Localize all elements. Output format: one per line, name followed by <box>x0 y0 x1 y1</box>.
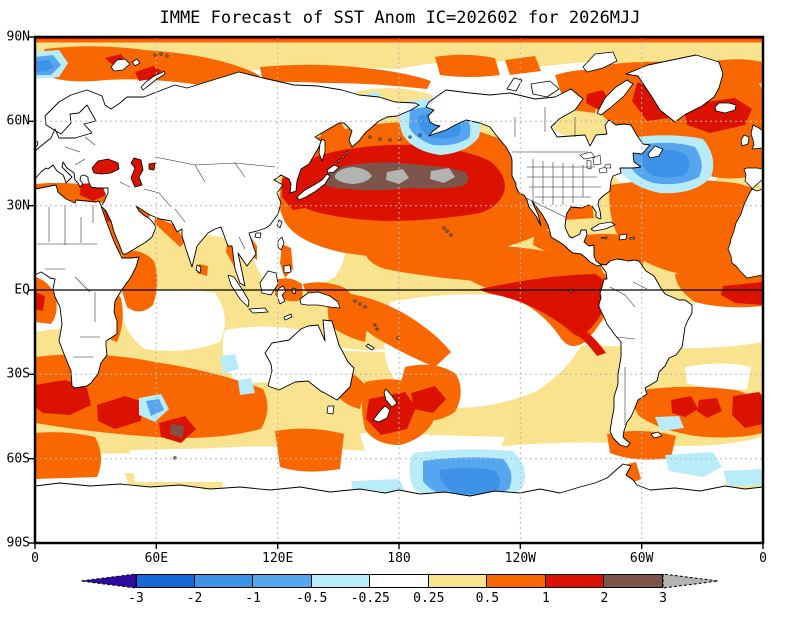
colorbar-segment <box>428 574 488 588</box>
colorbar-segment <box>194 574 254 588</box>
world-map-plot <box>28 35 765 549</box>
colorbar-tick-label: -0.5 <box>296 591 328 606</box>
black-sea <box>91 158 120 175</box>
lat-tick-label: 60N <box>6 113 30 129</box>
lat-tick-label: EQ <box>14 282 30 298</box>
colorbar-tick-label: 0.25 <box>413 591 445 606</box>
colorbar-tick-label: 0.5 <box>475 591 500 606</box>
lat-tick-label: 60S <box>6 451 30 467</box>
lon-tick-label: 0 <box>31 551 39 566</box>
colorbar-segment <box>136 574 195 588</box>
lon-tick-label: 60W <box>629 551 654 566</box>
country-borders <box>37 107 648 425</box>
graticule <box>35 37 763 543</box>
colorbar-tick-label: -2 <box>186 591 203 606</box>
africa <box>34 184 140 389</box>
lon-tick-label: 180 <box>387 551 411 566</box>
colorbar-tick-label: -3 <box>128 591 144 606</box>
colorbar-segment <box>311 574 371 588</box>
americas <box>425 88 693 448</box>
colorbar-segment <box>253 574 312 588</box>
chart-title: IMME Forecast of SST Anom IC=202602 for … <box>159 8 641 28</box>
lon-tick-label: 60E <box>144 551 169 566</box>
colorbar-tick-label: -0.25 <box>350 591 390 606</box>
greenland <box>625 54 724 123</box>
colorbar-segment <box>604 574 664 588</box>
lat-tick-label: 90S <box>6 535 30 551</box>
colorbar-tick-label: -1 <box>245 591 261 606</box>
colorbar-tick-label: 1 <box>541 591 550 606</box>
lon-tick-label: 120E <box>262 551 294 566</box>
colorbar-segment <box>545 574 605 588</box>
lon-tick-label: 120W <box>504 551 536 566</box>
colorbar-segments <box>0 574 800 588</box>
colorbar-legend: -3 -2 -1 -0.5 -0.25 0.25 0.5 1 2 3 <box>0 568 800 614</box>
map-frame <box>28 35 765 549</box>
axis-ticks <box>28 36 764 549</box>
lat-tick-label: 30N <box>6 198 30 214</box>
lon-tick-label: 0 <box>759 551 767 566</box>
colorbar-segment <box>487 574 546 588</box>
eurasia <box>34 71 420 287</box>
australia <box>264 319 355 401</box>
colorbar-segment <box>370 574 429 588</box>
colorbar-tick-label: 2 <box>600 591 609 606</box>
lat-tick-label: 30S <box>6 366 30 382</box>
colorbar-tick-labels: -3 -2 -1 -0.5 -0.25 0.25 0.5 1 2 3 <box>0 591 800 609</box>
colorbar-tick-label: 3 <box>659 591 667 606</box>
aral-sea <box>148 162 156 171</box>
lat-tick-label: 90N <box>6 29 30 45</box>
caspian-sea <box>130 157 144 188</box>
